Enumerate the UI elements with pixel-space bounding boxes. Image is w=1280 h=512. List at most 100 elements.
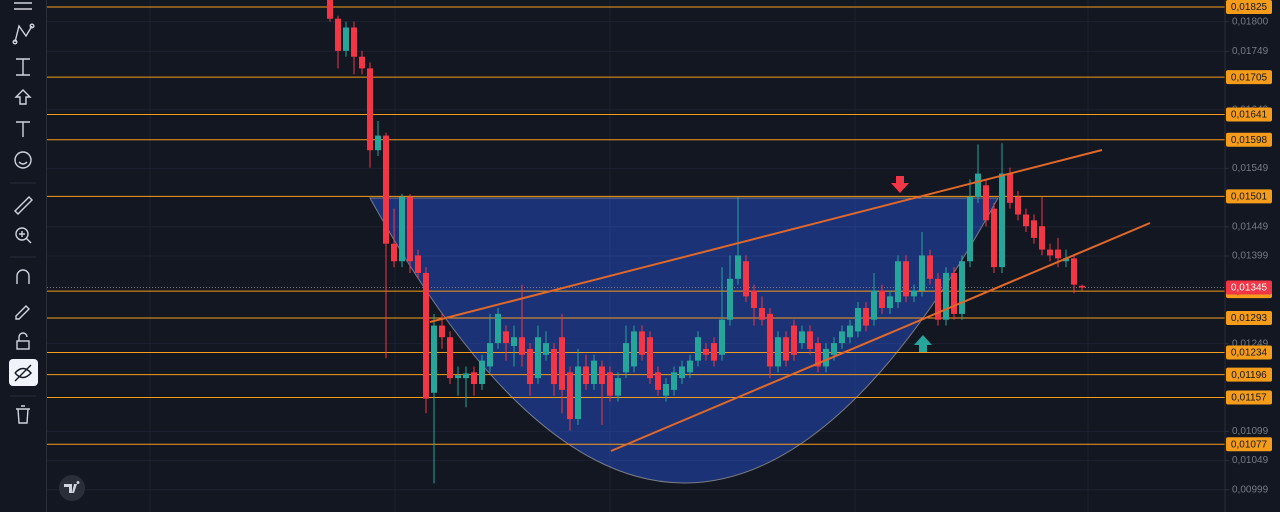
level-label: 0,01641 bbox=[1231, 110, 1268, 121]
tool-emoji[interactable] bbox=[14, 151, 32, 169]
candle-body bbox=[935, 278, 941, 320]
candle-body bbox=[423, 272, 429, 399]
trend-line-lower[interactable] bbox=[610, 222, 1151, 452]
levels-layer bbox=[47, 6, 1225, 445]
level-label: 0,01077 bbox=[1231, 439, 1268, 450]
candle-body bbox=[703, 348, 709, 355]
candle-body bbox=[1047, 249, 1053, 256]
candle-body bbox=[871, 290, 877, 320]
candle-body bbox=[783, 337, 789, 361]
candle-body bbox=[959, 261, 965, 314]
y-tick-label: 0,01449 bbox=[1232, 221, 1269, 232]
tool-lock[interactable] bbox=[16, 332, 30, 350]
candle-body bbox=[391, 243, 397, 262]
level-label-box bbox=[1226, 367, 1272, 382]
candle-body bbox=[951, 272, 957, 314]
candle-body bbox=[799, 331, 805, 344]
tool-lines[interactable] bbox=[14, 2, 32, 10]
candle-body bbox=[831, 343, 837, 355]
candle-body bbox=[815, 343, 821, 367]
candle-body bbox=[999, 173, 1005, 268]
candle-body bbox=[655, 372, 661, 390]
tool-ruler[interactable] bbox=[14, 196, 33, 215]
candle-body bbox=[415, 255, 421, 273]
candle-body bbox=[1031, 220, 1037, 238]
y-tick-label: 0,01549 bbox=[1232, 163, 1269, 174]
candle-body bbox=[743, 261, 749, 297]
candle-body bbox=[887, 296, 893, 309]
candle-body bbox=[615, 378, 621, 396]
candle-body bbox=[759, 308, 765, 320]
candle-body bbox=[679, 366, 685, 379]
grid-layer bbox=[47, 21, 1225, 491]
level-label: 0,01705 bbox=[1231, 72, 1268, 83]
level-label: 0,01157 bbox=[1231, 393, 1267, 404]
candle-body bbox=[911, 290, 917, 297]
candle-body bbox=[983, 185, 989, 221]
candle-body bbox=[495, 313, 501, 344]
candle-body bbox=[327, 0, 333, 19]
y-tick-label: 0,01800 bbox=[1232, 16, 1269, 27]
level-label: 0,01196 bbox=[1231, 370, 1267, 381]
arrow-down[interactable] bbox=[891, 176, 909, 193]
candle-body bbox=[719, 319, 725, 355]
candle-body bbox=[695, 337, 701, 361]
candle-body bbox=[487, 343, 493, 367]
candle-body bbox=[735, 255, 741, 279]
candle-body bbox=[631, 331, 637, 367]
level-label-box bbox=[1226, 310, 1272, 325]
tool-text[interactable] bbox=[16, 121, 30, 137]
candle-body bbox=[543, 343, 549, 355]
candle-body bbox=[343, 27, 349, 51]
candle-body bbox=[455, 375, 461, 379]
candle-body bbox=[351, 27, 357, 57]
arrow-up[interactable] bbox=[914, 335, 932, 352]
candle-body bbox=[575, 366, 581, 420]
candle-body bbox=[519, 337, 525, 355]
tool-measure[interactable] bbox=[16, 58, 30, 76]
candle-body bbox=[879, 290, 885, 309]
logo[interactable] bbox=[59, 475, 85, 501]
trend-line-upper[interactable] bbox=[429, 149, 1103, 323]
candle-body bbox=[1039, 226, 1045, 250]
tool-pencil-lock[interactable] bbox=[15, 305, 30, 320]
candle-body bbox=[1023, 214, 1029, 227]
candles bbox=[327, 0, 1085, 484]
level-label: 0,01501 bbox=[1231, 192, 1268, 203]
candle-body bbox=[383, 135, 389, 244]
level-label: 0,01825 bbox=[1231, 2, 1268, 13]
tool-pattern[interactable] bbox=[12, 23, 35, 45]
candle-body bbox=[1079, 285, 1085, 288]
level-label: 0,01234 bbox=[1231, 348, 1268, 359]
tool-zoom[interactable] bbox=[15, 227, 32, 244]
candle-body bbox=[407, 196, 413, 262]
axis-layer: 0,018000,017490,016490,015490,014490,013… bbox=[1225, 0, 1272, 495]
level-label-box bbox=[1226, 189, 1272, 204]
candle-body bbox=[847, 325, 853, 338]
tool-hide[interactable] bbox=[9, 359, 38, 386]
tool-arrow[interactable] bbox=[14, 89, 32, 105]
tool-delete[interactable] bbox=[16, 405, 30, 424]
candle-body bbox=[567, 372, 573, 420]
candle-body bbox=[1015, 196, 1021, 215]
candle-body bbox=[903, 261, 909, 297]
tool-magnet[interactable] bbox=[16, 269, 30, 284]
candle-body bbox=[663, 384, 669, 396]
y-tick-label: 0,01399 bbox=[1232, 251, 1269, 262]
candle-body bbox=[927, 255, 933, 279]
candle-body bbox=[623, 343, 629, 373]
candle-body bbox=[943, 272, 949, 320]
candle-body bbox=[399, 196, 405, 262]
candle-body bbox=[751, 290, 757, 309]
toolbar bbox=[0, 0, 46, 512]
candle-body bbox=[855, 308, 861, 332]
candle-body bbox=[431, 325, 437, 393]
candle-body bbox=[967, 196, 973, 262]
level-label: 0,01598 bbox=[1231, 135, 1268, 146]
candle-body bbox=[647, 337, 653, 379]
candle-body bbox=[463, 373, 469, 379]
candle-body bbox=[711, 343, 717, 361]
candle-body bbox=[511, 337, 517, 347]
candle-body bbox=[607, 372, 613, 396]
